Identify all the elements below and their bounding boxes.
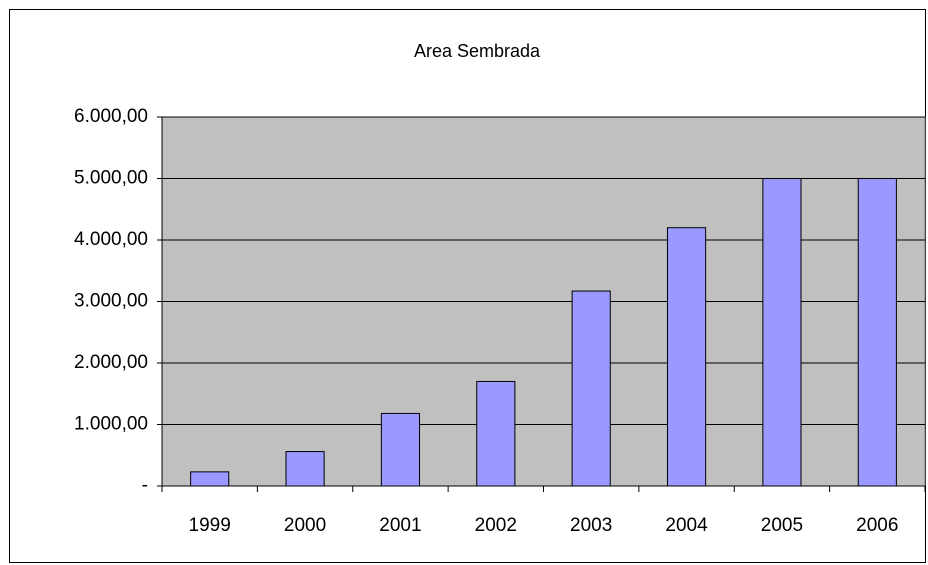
bar [762, 178, 802, 487]
y-tick-label: 2.000,00 [74, 352, 148, 373]
y-tick-label: 1.000,00 [74, 414, 148, 435]
y-tick-label: 3.000,00 [74, 291, 148, 312]
y-tick-label: 5.000,00 [74, 168, 148, 189]
x-tick-label: 2004 [665, 515, 708, 536]
y-tick-label: - [142, 475, 148, 496]
bar [476, 380, 516, 487]
y-tick-label: 6.000,00 [74, 106, 148, 127]
x-tick-label: 2006 [856, 515, 898, 536]
x-tick-label: 2002 [475, 515, 517, 536]
bar [857, 178, 897, 487]
y-tick-label: 4.000,00 [74, 229, 148, 250]
bar [666, 227, 707, 487]
x-tick-label: 1999 [189, 515, 231, 536]
x-tick-label: 2003 [570, 515, 612, 536]
x-tick-label: 2000 [284, 515, 326, 536]
x-tick-label: 2001 [379, 515, 421, 536]
x-tick-label: 2005 [761, 515, 803, 536]
chart-title: Area Sembrada [414, 41, 541, 61]
bar [285, 451, 325, 487]
bar [380, 412, 421, 487]
bar [571, 290, 611, 487]
bar [190, 471, 230, 487]
